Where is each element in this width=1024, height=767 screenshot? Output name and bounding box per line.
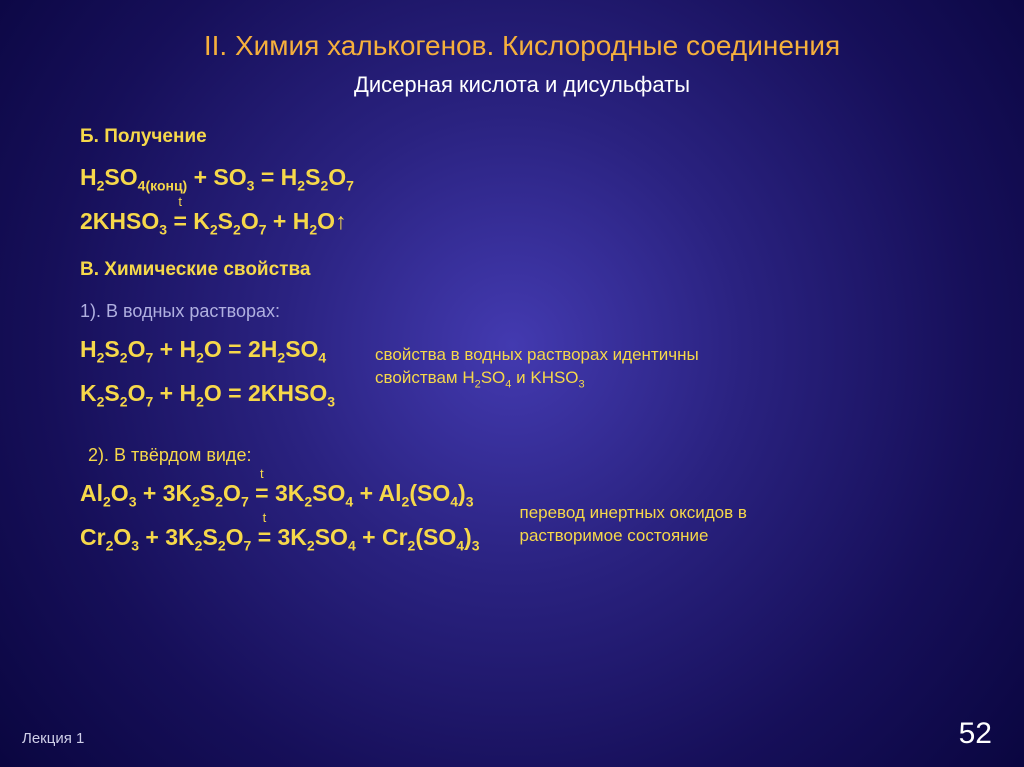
note-aqueous: свойства в водных растворах идентичны св… [375,344,745,392]
equation-v4: Cr2O3 + 3K2S2O7 =t 3K2SO4 + Cr2(SO4)3 [80,524,479,554]
slide-subtitle: Дисерная кислота и дисульфаты [80,72,964,98]
slide: II. Химия халькогенов. Кислородные соеди… [0,0,1024,767]
equation-b2: 2KHSO3 =t K2S2O7 + H2O↑ [80,208,964,238]
point-1: 1). В водных растворах: [80,301,964,322]
slide-title: II. Химия халькогенов. Кислородные соеди… [80,30,964,62]
footer-page-number: 52 [959,717,992,751]
row-solid: Al2O3 + 3K2S2O7 =t 3K2SO4 + Al2(SO4)3 Cr… [80,480,964,567]
section-b-header: Б. Получение [80,126,964,148]
equation-v3: Al2O3 + 3K2S2O7 =t 3K2SO4 + Al2(SO4)3 [80,480,479,510]
section-v-header: В. Химические свойства [80,259,964,281]
point-2: 2). В твёрдом виде: [88,445,964,466]
equation-v2: K2S2O7 + H2O = 2KHSO3 [80,380,335,410]
equation-v1: H2S2O7 + H2O = 2H2SO4 [80,336,335,366]
footer-lecture: Лекция 1 [22,730,84,747]
row-aqueous: H2S2O7 + H2O = 2H2SO4 K2S2O7 + H2O = 2KH… [80,336,964,423]
equation-b1: H2SO4(конц) + SO3 = H2S2O7 [80,164,964,194]
note-solid: перевод инертных оксидов в растворимое с… [519,502,819,548]
